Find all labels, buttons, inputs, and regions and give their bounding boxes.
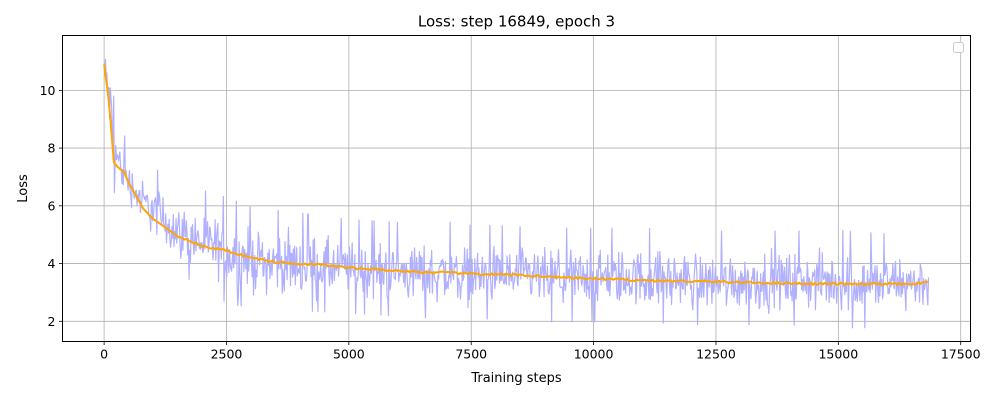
x-axis-label: Training steps: [470, 371, 562, 386]
y-tick-label: 4: [48, 256, 56, 271]
legend-box: [953, 42, 964, 53]
x-tick-label: 17500: [941, 347, 981, 362]
chart-title: Loss: step 16849, epoch 3: [418, 13, 615, 31]
x-axis: 0 2500 5000 7500 10000 12500 15000 17500: [100, 341, 981, 362]
x-tick-label: 12500: [696, 347, 736, 362]
plot-area: [103, 58, 930, 329]
y-tick-label: 6: [48, 198, 56, 213]
x-tick-label: 2500: [211, 347, 243, 362]
x-tick-label: 5000: [333, 347, 365, 362]
x-tick-label: 0: [100, 347, 108, 362]
y-tick-label: 10: [40, 83, 56, 98]
y-axis-label: Loss: [16, 174, 31, 203]
raw-loss-line: [103, 58, 930, 329]
x-tick-label: 7500: [455, 347, 487, 362]
smoothed-loss-line: [103, 64, 929, 287]
x-tick-label: 15000: [818, 347, 858, 362]
y-axis: 2 4 6 8 10: [40, 83, 63, 329]
y-tick-label: 2: [48, 314, 56, 329]
x-tick-label: 10000: [574, 347, 614, 362]
y-tick-label: 8: [48, 141, 56, 156]
plot-frame: [62, 35, 971, 342]
